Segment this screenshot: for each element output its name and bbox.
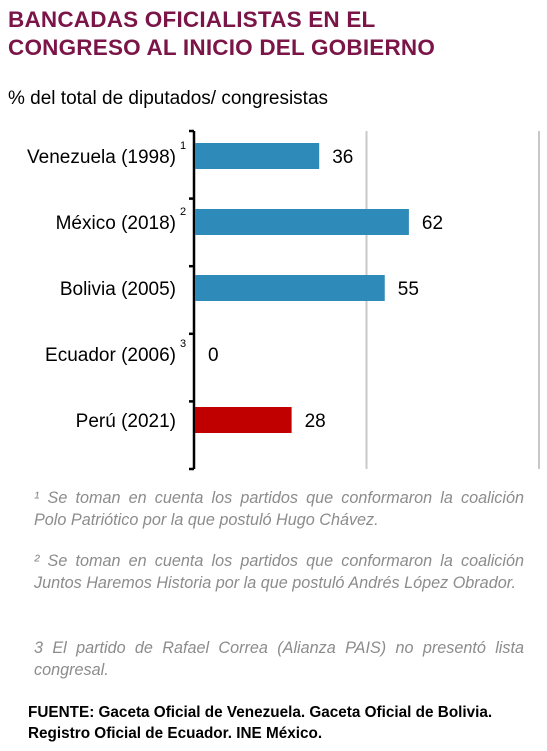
footnote-mark-0: 1: [180, 140, 186, 152]
bar-chart: Venezuela (1998) 1 36 México (2018) 2 62 Boliv…: [27, 129, 540, 471]
footnote-3: 3 El partido de Rafael Correa (Alianza P…: [34, 639, 524, 679]
bar-4: [195, 407, 292, 433]
data-label-0: 36: [332, 147, 353, 168]
bar-2: [195, 275, 385, 301]
footnote-1: ¹ Se toman en cuenta los partidos que co…: [34, 489, 524, 529]
category-label-0: Venezuela (1998): [27, 147, 176, 168]
bar-0: [195, 143, 320, 169]
footnote-2: ² Se toman en cuenta los partidos que co…: [34, 552, 524, 592]
category-label-2: Bolivia (2005): [60, 279, 176, 300]
footnote-mark-1: 2: [180, 206, 186, 218]
category-label-3: Ecuador (2006): [45, 345, 176, 366]
source-text: FUENTE: Gaceta Oficial de Venezuela. Gac…: [28, 704, 493, 742]
chart-title-line-2: CONGRESO AL INICIO DEL GOBIERNO: [8, 35, 436, 60]
data-label-3: 0: [208, 345, 219, 366]
category-label-1: México (2018): [56, 213, 176, 234]
data-label-4: 28: [305, 411, 326, 432]
chart-subtitle: % del total de diputados/ congresistas: [8, 88, 329, 109]
data-label-2: 55: [398, 279, 419, 300]
footnote-mark-3: 3: [180, 338, 186, 350]
chart-title-line-1: BANCADAS OFICIALISTAS EN EL: [8, 7, 376, 32]
chart-title: BANCADAS OFICIALISTAS EN EL CONGRESO AL …: [8, 6, 538, 62]
category-label-4: Perú (2021): [76, 411, 176, 432]
data-label-1: 62: [422, 213, 443, 234]
bar-1: [195, 209, 409, 235]
